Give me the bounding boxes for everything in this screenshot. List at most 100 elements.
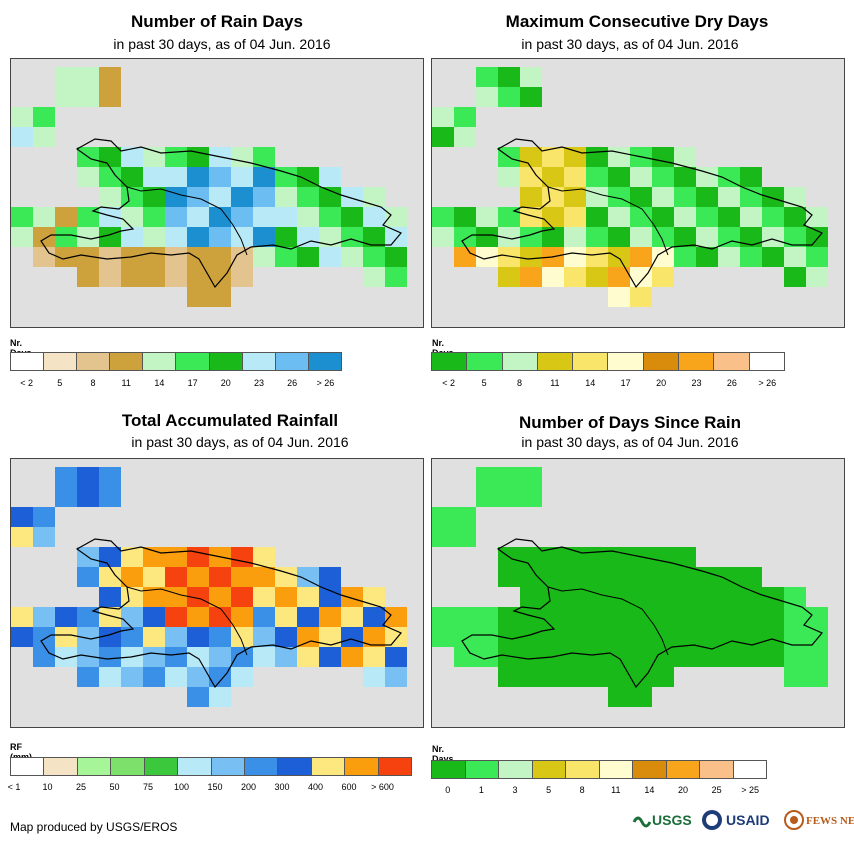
raster-cell xyxy=(99,627,121,647)
raster-cell xyxy=(608,227,630,247)
raster-cell xyxy=(586,627,608,647)
raster-cell xyxy=(432,127,454,147)
raster-cell xyxy=(432,507,454,527)
raster-cell xyxy=(33,607,55,627)
raster-cell xyxy=(740,627,762,647)
legend-labels: < 1 10 25 50 75 100 150 200 300 400 600 > 600 xyxy=(8,782,412,794)
raster-cell xyxy=(319,627,341,647)
legend-label: 26 xyxy=(726,378,737,388)
legend-color-bar xyxy=(431,352,785,371)
raster-cell xyxy=(476,647,498,667)
raster-cell xyxy=(520,607,542,627)
legend-title: Nr. Days xyxy=(432,744,454,764)
raster-cell xyxy=(718,227,740,247)
country-border xyxy=(126,186,248,256)
raster-cell xyxy=(586,547,608,567)
raster-cell xyxy=(385,247,407,267)
map-raster xyxy=(432,467,828,707)
raster-cell xyxy=(806,207,828,227)
raster-cell xyxy=(630,647,652,667)
raster-cell xyxy=(718,167,740,187)
raster-cell xyxy=(253,627,275,647)
raster-cell xyxy=(11,107,33,127)
raster-cell xyxy=(209,687,231,707)
raster-cell xyxy=(454,247,476,267)
raster-cell xyxy=(165,187,187,207)
raster-cell xyxy=(784,627,806,647)
raster-cell xyxy=(99,607,121,627)
raster-cell xyxy=(652,187,674,207)
raster-cell xyxy=(143,227,165,247)
raster-cell xyxy=(143,627,165,647)
raster-cell xyxy=(542,567,564,587)
raster-cell xyxy=(231,667,253,687)
legend-label: 23 xyxy=(253,378,265,388)
raster-cell xyxy=(297,587,319,607)
raster-cell xyxy=(99,67,121,87)
raster-cell xyxy=(99,187,121,207)
raster-cell xyxy=(99,207,121,227)
raster-cell xyxy=(77,67,99,87)
raster-cell xyxy=(674,567,696,587)
raster-cell xyxy=(297,207,319,227)
raster-cell xyxy=(33,127,55,147)
raster-cell xyxy=(231,607,253,627)
raster-cell xyxy=(564,567,586,587)
raster-cell xyxy=(564,267,586,287)
raster-cell xyxy=(297,187,319,207)
raster-cell xyxy=(165,627,187,647)
legend-label: 10 xyxy=(42,782,53,792)
raster-cell xyxy=(209,667,231,687)
legend-label: 23 xyxy=(691,378,702,388)
raster-cell xyxy=(630,567,652,587)
rainfall-map xyxy=(10,458,424,728)
raster-cell xyxy=(564,627,586,647)
raster-cell xyxy=(187,247,209,267)
raster-cell xyxy=(564,147,586,167)
svg-text:USAID: USAID xyxy=(726,812,770,828)
legend-swatch xyxy=(143,353,177,370)
raster-cell xyxy=(11,527,33,547)
legend-swatch xyxy=(11,758,45,775)
raster-cell xyxy=(231,147,253,167)
raster-cell xyxy=(341,587,363,607)
raster-cell xyxy=(630,687,652,707)
legend-swatch xyxy=(467,353,503,370)
raster-cell xyxy=(498,467,520,487)
raster-cell xyxy=(784,247,806,267)
raster-cell xyxy=(498,667,520,687)
raster-cell xyxy=(231,587,253,607)
raster-cell xyxy=(385,647,407,667)
raster-cell xyxy=(784,207,806,227)
legend-swatch xyxy=(679,353,715,370)
raster-cell xyxy=(55,607,77,627)
raster-cell xyxy=(33,647,55,667)
raster-cell xyxy=(806,247,828,267)
raster-cell xyxy=(363,267,385,287)
raster-cell xyxy=(297,567,319,587)
legend-color-bar xyxy=(10,757,412,776)
raster-cell xyxy=(586,587,608,607)
raster-cell xyxy=(165,207,187,227)
legend-label: 14 xyxy=(585,378,596,388)
legend-swatch xyxy=(111,758,145,775)
raster-cell xyxy=(187,567,209,587)
raster-cell xyxy=(564,607,586,627)
raster-cell xyxy=(165,607,187,627)
raster-cell xyxy=(718,207,740,227)
raster-cell xyxy=(498,67,520,87)
raster-cell xyxy=(740,247,762,267)
raster-cell xyxy=(55,207,77,227)
raster-cell xyxy=(542,667,564,687)
legend-label: > 26 xyxy=(316,378,335,388)
legend-swatch xyxy=(211,758,245,775)
raster-cell xyxy=(454,647,476,667)
partner-logos: USGS USAID FEWS NET xyxy=(632,806,854,834)
raster-cell xyxy=(143,207,165,227)
raster-cell xyxy=(740,227,762,247)
raster-cell xyxy=(319,207,341,227)
raster-cell xyxy=(77,87,99,107)
legend-label: 400 xyxy=(307,782,324,792)
usaid-logo: USAID xyxy=(702,808,778,832)
raster-cell xyxy=(454,227,476,247)
